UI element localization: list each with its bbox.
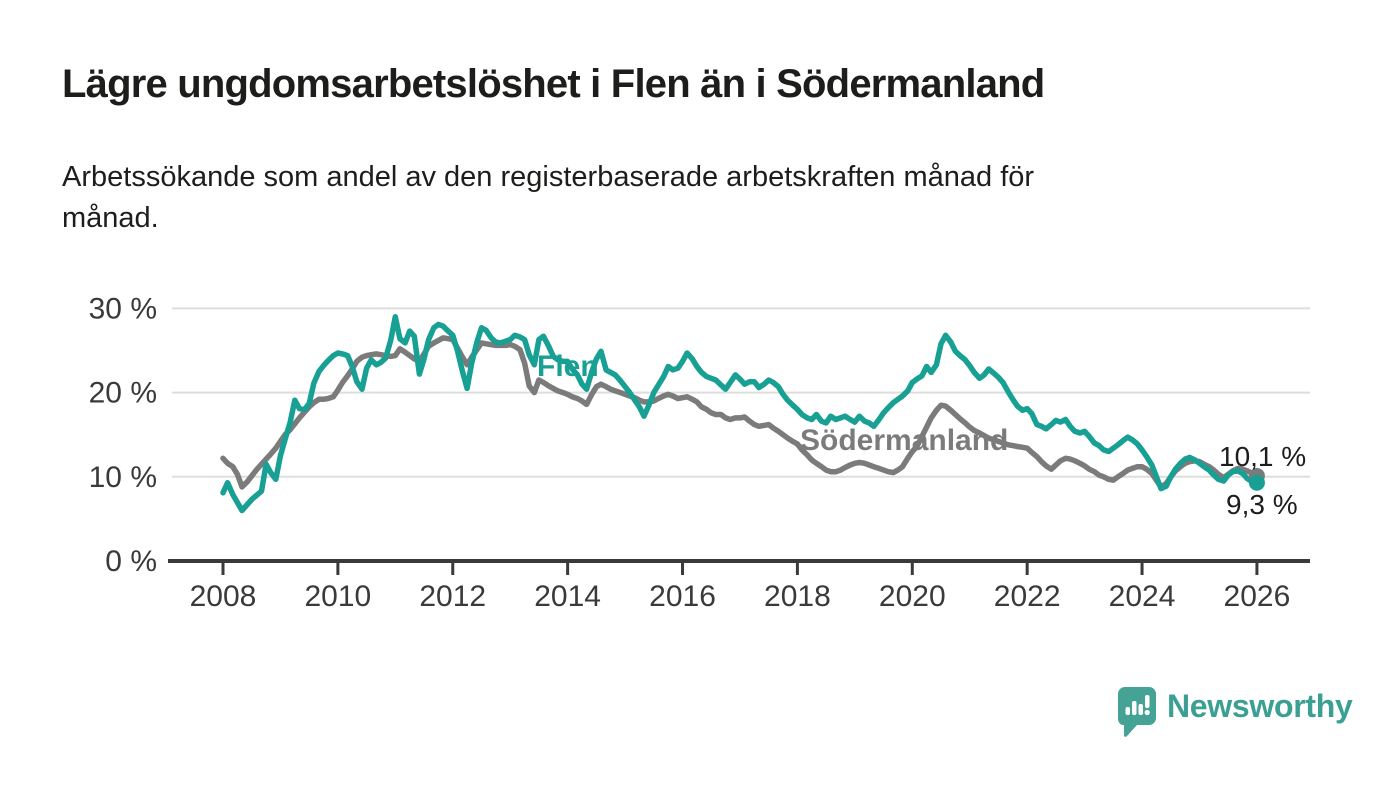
logo-exclamation-bar xyxy=(1145,695,1150,708)
newsworthy-logo-icon xyxy=(1117,687,1156,737)
logo-exclamation-dot xyxy=(1144,709,1150,716)
y-tick-label-0: 0 % xyxy=(105,545,157,578)
y-tick-label-10: 10 % xyxy=(89,461,157,494)
series-label-flen: Flen xyxy=(537,350,599,383)
x-tick-label-2026: 2026 xyxy=(1224,580,1291,613)
flen-end-dot xyxy=(1248,474,1265,491)
x-tick-label-2022: 2022 xyxy=(994,580,1061,613)
logo-bar-short xyxy=(1125,707,1130,715)
logo-bar-tall xyxy=(1132,701,1137,715)
chart-subtitle-line1: Arbetssökande som andel av den registerb… xyxy=(62,161,1035,193)
södermanland-series-line xyxy=(220,335,1260,490)
x-tick-label-2008: 2008 xyxy=(190,580,257,613)
series-label-sodermanland: Södermanland xyxy=(800,424,1009,457)
x-tick-label-2018: 2018 xyxy=(764,580,831,613)
page-title: Lägre ungdomsarbetslöshet i Flen än i Sö… xyxy=(62,62,1045,106)
x-tick-label-2012: 2012 xyxy=(419,580,486,613)
y-tick-label-20: 20 % xyxy=(89,377,157,410)
newsworthy-logo: Newsworthy xyxy=(1117,686,1353,738)
newsworthy-logo-text: Newsworthy xyxy=(1167,688,1353,724)
end-value-label-flen: 9,3 % xyxy=(1226,489,1298,520)
x-tick-label-2020: 2020 xyxy=(879,580,946,613)
logo-bar-medium xyxy=(1138,704,1143,715)
end-value-label-sodermanland: 10,1 % xyxy=(1219,441,1307,472)
chart-subtitle-line2: månad. xyxy=(62,202,159,234)
chart-subtitle: Arbetssökande som andel av den registerb… xyxy=(62,157,1034,239)
y-tick-label-30: 30 % xyxy=(89,292,157,325)
x-tick-label-2010: 2010 xyxy=(305,580,372,613)
x-tick-label-2014: 2014 xyxy=(534,580,601,613)
flen-series-line xyxy=(220,314,1260,514)
x-tick-label-2024: 2024 xyxy=(1109,580,1176,613)
x-tick-label-2016: 2016 xyxy=(649,580,716,613)
